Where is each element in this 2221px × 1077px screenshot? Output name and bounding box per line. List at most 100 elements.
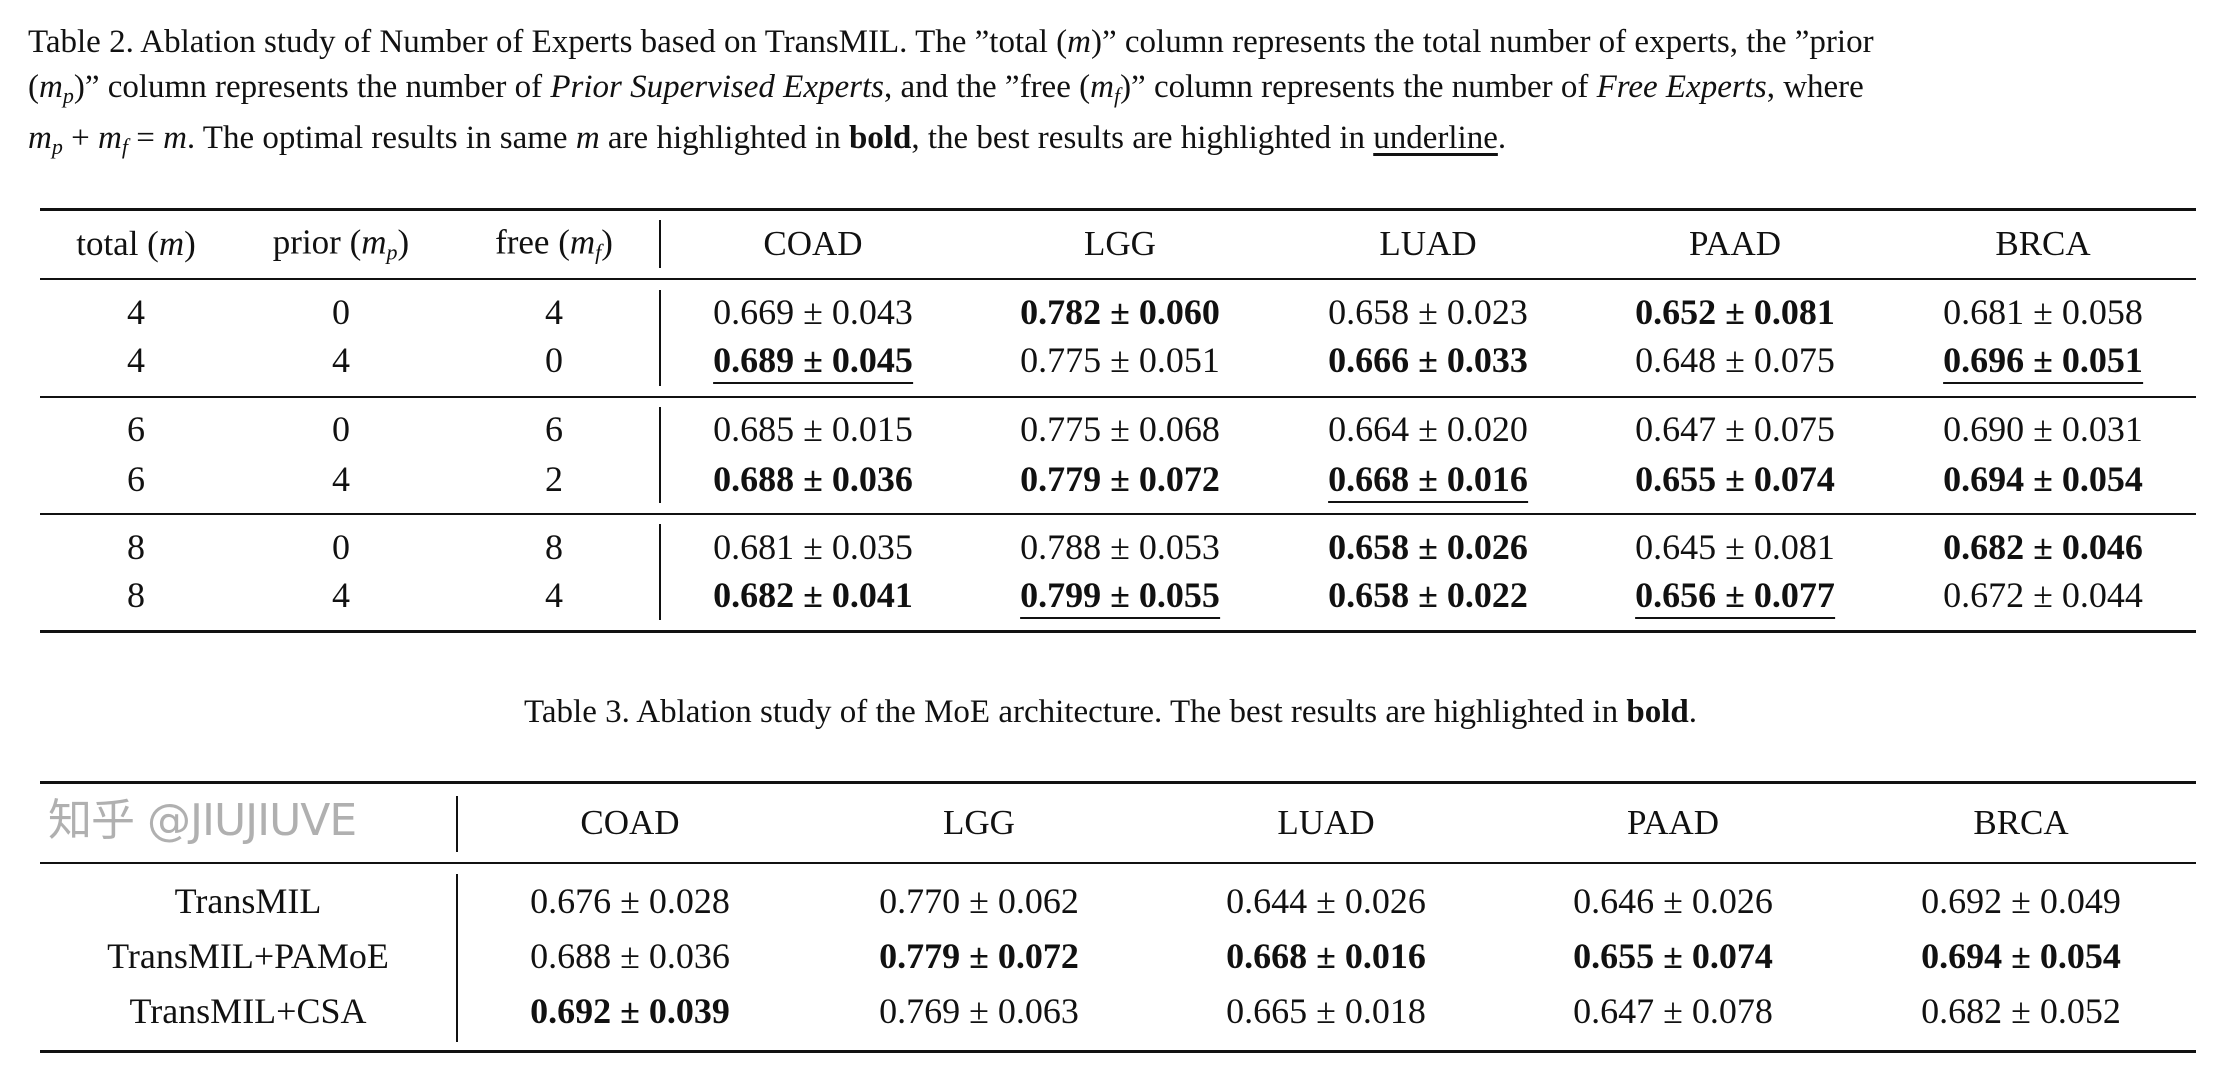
text-segment: ) <box>184 224 196 263</box>
cell-text: 0.681 ± 0.035 <box>713 527 913 567</box>
result-cell: 0.666 ± 0.033 <box>1328 339 1528 381</box>
result-cell: 0.690 ± 0.031 <box>1943 408 2143 450</box>
result-cell: 0.655 ± 0.074 <box>1573 935 1773 977</box>
math-symbol: m <box>569 222 596 262</box>
group-rule <box>40 396 2196 398</box>
text-segment: total ( <box>76 224 159 263</box>
cell-text: 0.692 ± 0.039 <box>530 991 730 1031</box>
result-cell: 0.694 ± 0.054 <box>1943 458 2143 500</box>
cell-text: 0.779 ± 0.072 <box>1020 459 1220 499</box>
cell-text: free (mf) <box>495 222 613 265</box>
result-cell: 0.652 ± 0.081 <box>1635 291 1835 333</box>
math-subscript: f <box>121 134 128 159</box>
cell-text: COAD <box>580 803 680 842</box>
cell-text: 0.775 ± 0.068 <box>1020 409 1220 449</box>
text-segment: . The optimal results in same <box>186 120 576 156</box>
result-cell: 0.688 ± 0.036 <box>713 458 913 500</box>
result-cell: 0.648 ± 0.075 <box>1635 339 1835 381</box>
math-subscript: p <box>51 134 63 159</box>
text-segment: mp <box>361 222 397 265</box>
cell-text: 6 <box>127 459 145 499</box>
result-cell: 0.696 ± 0.051 <box>1943 339 2143 384</box>
total-cell: 8 <box>127 574 145 616</box>
result-cell: 0.770 ± 0.062 <box>879 880 1079 922</box>
math-symbol: m <box>361 222 387 262</box>
free-cell: 8 <box>545 526 563 568</box>
math-subscript: f <box>595 239 602 265</box>
column-separator <box>659 220 661 268</box>
total-cell: 6 <box>127 408 145 450</box>
cell-text: TransMIL <box>174 881 322 921</box>
cell-text: 0.658 ± 0.023 <box>1328 292 1528 332</box>
text-segment: + <box>62 120 98 156</box>
text-segment: mp <box>39 69 74 108</box>
cell-text: 0.664 ± 0.020 <box>1328 409 1528 449</box>
text-segment: . <box>1688 694 1697 730</box>
cell-text: 0.655 ± 0.074 <box>1635 459 1835 499</box>
group-rule <box>40 513 2196 515</box>
text-segment: underline <box>1373 120 1498 156</box>
cell-text: 8 <box>127 527 145 567</box>
text-segment: COAD <box>763 224 863 263</box>
text-segment: m <box>159 224 184 263</box>
result-cell: 0.692 ± 0.049 <box>1921 880 2121 922</box>
cell-text: total (m) <box>76 224 196 263</box>
result-cell: 0.689 ± 0.045 <box>713 339 913 384</box>
cell-text: 0.647 ± 0.075 <box>1635 409 1835 449</box>
cell-text: 0.688 ± 0.036 <box>530 936 730 976</box>
cell-text: 0.652 ± 0.081 <box>1635 292 1835 332</box>
cell-text: COAD <box>763 224 862 263</box>
math-symbol: m <box>575 120 600 156</box>
result-cell: 0.656 ± 0.077 <box>1635 574 1835 619</box>
result-cell: 0.685 ± 0.015 <box>713 408 913 450</box>
cell-text: 4 <box>545 575 563 615</box>
cell-text: 0.681 ± 0.058 <box>1943 292 2143 332</box>
cell-text: LGG <box>943 803 1015 842</box>
column-header: free (mf) <box>495 223 613 266</box>
result-cell: 0.658 ± 0.023 <box>1328 291 1528 333</box>
result-cell: 0.669 ± 0.043 <box>713 291 913 333</box>
math-symbol: m <box>158 224 185 263</box>
text-segment: mp <box>28 120 63 159</box>
column-header: LUAD <box>1277 803 1374 843</box>
result-cell: 0.769 ± 0.063 <box>879 990 1079 1032</box>
text-segment: m <box>1067 24 1091 60</box>
text-segment: mf <box>1090 69 1121 108</box>
cell-text: 2 <box>545 459 563 499</box>
result-cell: 0.682 ± 0.046 <box>1943 526 2143 568</box>
caption-line: mp + mf = m. The optimal results in same… <box>28 113 1506 172</box>
cell-text: 4 <box>545 292 563 332</box>
result-cell: 0.668 ± 0.016 <box>1226 935 1426 977</box>
cell-text: 0.769 ± 0.063 <box>879 991 1079 1031</box>
method-label: TransMIL+CSA <box>129 990 366 1032</box>
cell-text: 0.648 ± 0.075 <box>1635 340 1835 380</box>
math-symbol: m <box>163 120 187 156</box>
text-segment: LGG <box>1084 224 1156 263</box>
cell-text: 0 <box>545 340 563 380</box>
cell-text: 4 <box>332 575 350 615</box>
cell-text: TransMIL+PAMoE <box>107 936 389 976</box>
cell-text: 0.782 ± 0.060 <box>1020 292 1220 332</box>
result-cell: 0.665 ± 0.018 <box>1226 990 1426 1032</box>
math-subscript: f <box>1113 83 1121 108</box>
result-cell: 0.664 ± 0.020 <box>1328 408 1528 450</box>
math-subscript: p <box>62 83 74 108</box>
column-header: BRCA <box>1995 224 2090 264</box>
math-symbol: m <box>28 120 52 156</box>
result-cell: 0.668 ± 0.016 <box>1328 458 1528 503</box>
prior-cell: 0 <box>332 526 350 568</box>
cell-text: 0.668 ± 0.016 <box>1328 459 1528 503</box>
cell-text: 6 <box>545 409 563 449</box>
prior-cell: 4 <box>332 458 350 500</box>
cell-text: 0.645 ± 0.081 <box>1635 527 1835 567</box>
result-cell: 0.658 ± 0.022 <box>1328 574 1528 616</box>
math-symbol: m <box>1067 24 1092 60</box>
text-segment: m <box>163 120 187 156</box>
cell-text: 0.779 ± 0.072 <box>879 936 1079 976</box>
cell-text: 0.689 ± 0.045 <box>713 340 913 384</box>
cell-text: prior (mp) <box>273 222 409 265</box>
cell-text: LGG <box>1084 224 1156 263</box>
cell-text: BRCA <box>1995 224 2090 263</box>
cell-text: 0.694 ± 0.054 <box>1943 459 2143 499</box>
cell-text: 0.656 ± 0.077 <box>1635 575 1835 619</box>
